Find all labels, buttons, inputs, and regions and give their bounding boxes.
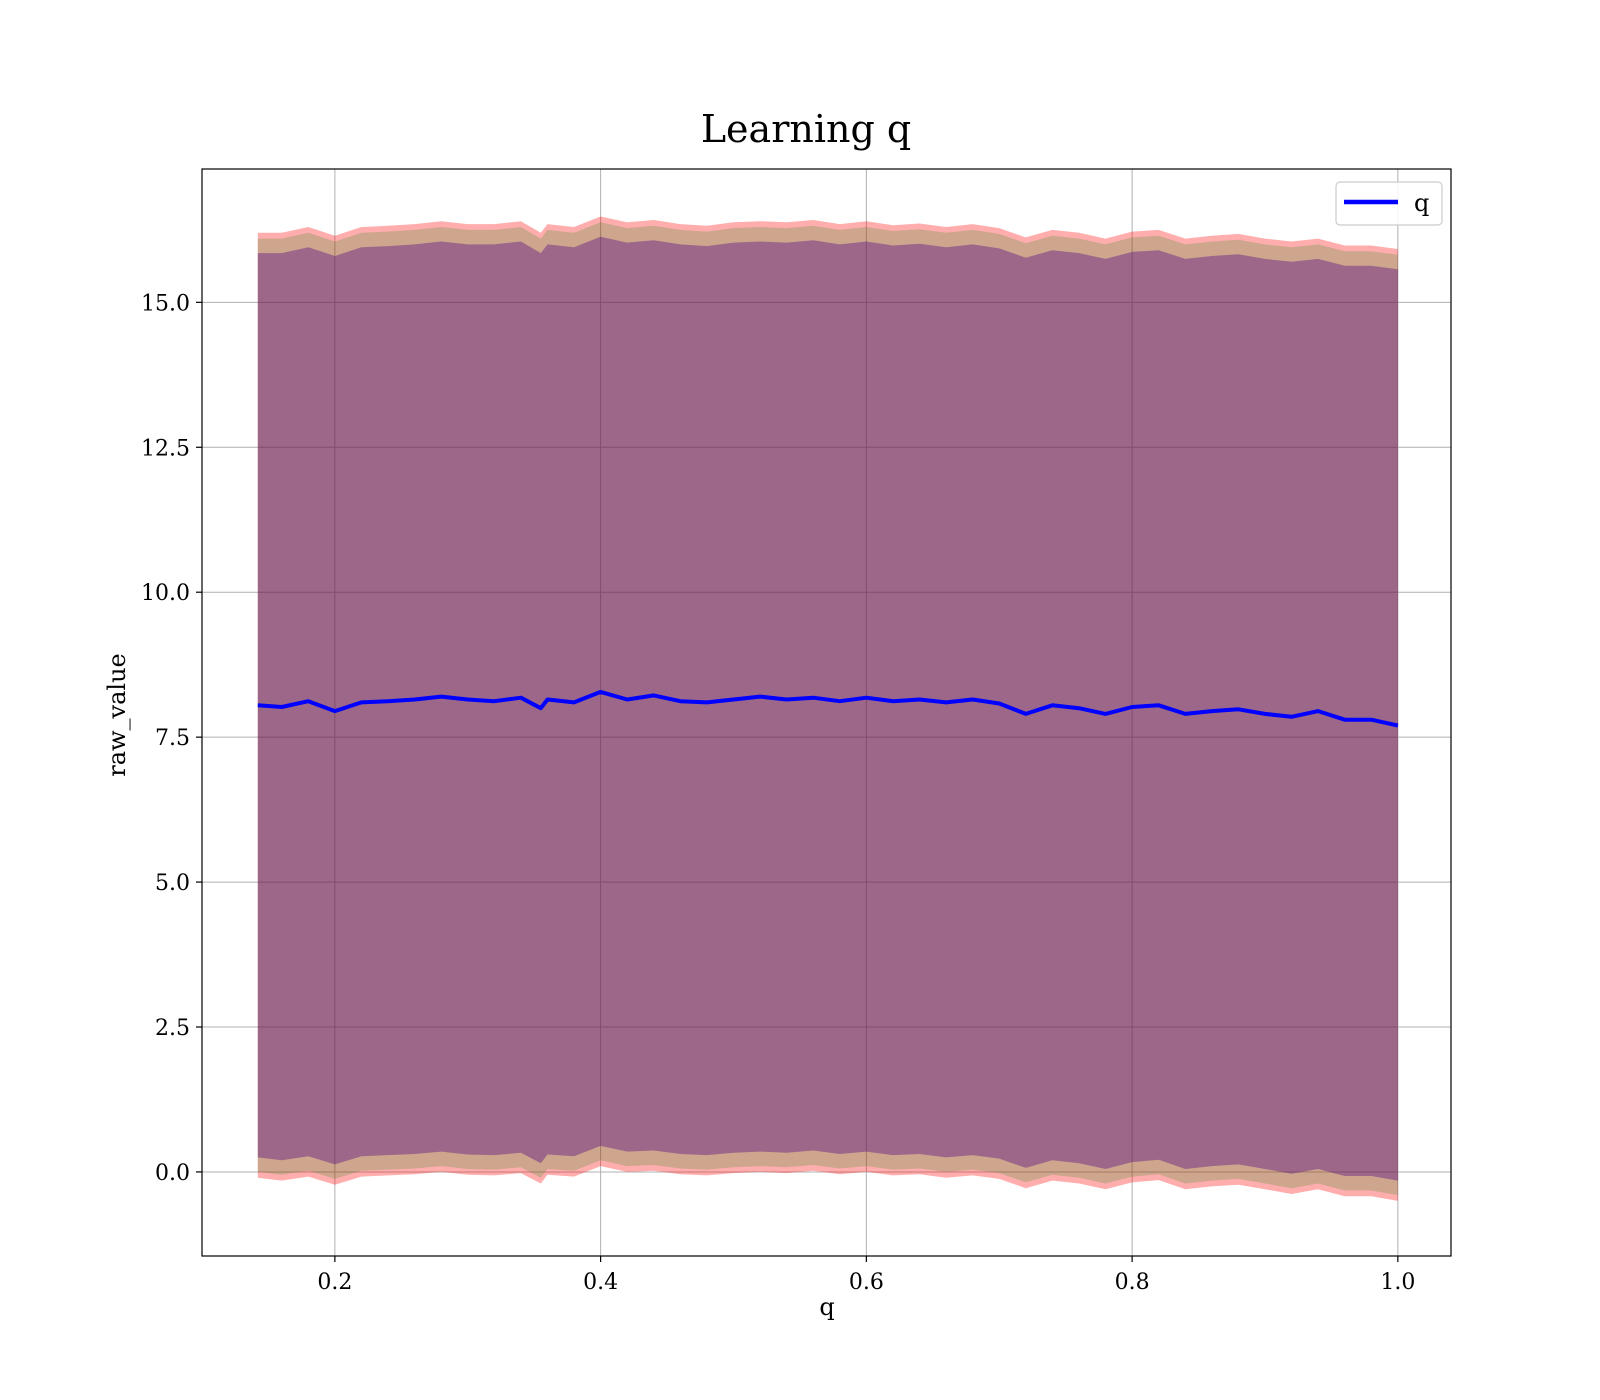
- x-tick-label: 0.8: [1115, 1270, 1150, 1295]
- grid: [202, 169, 1451, 1256]
- x-tick-label: 1.0: [1380, 1270, 1415, 1295]
- plot-area: [201, 168, 1452, 1257]
- series-lines: [257, 689, 1399, 728]
- y-tick-label: 10.0: [141, 581, 190, 606]
- y-axis-label: raw_value: [103, 653, 131, 777]
- series-line-q: [257, 689, 1399, 728]
- confidence-band-2: [257, 236, 1398, 1181]
- legend-label-q: q: [1414, 189, 1429, 217]
- y-tick-label: 0.0: [155, 1161, 190, 1186]
- y-axis-ticks: 0.0 2.5 5.0 7.5 10.0 12.5 15.0: [141, 291, 202, 1186]
- legend: q: [1335, 181, 1443, 226]
- plot-frame: [201, 168, 1452, 1257]
- x-tick-label: 0.4: [583, 1270, 618, 1295]
- y-tick-label: 15.0: [141, 291, 190, 316]
- x-tick-label: 0.2: [317, 1270, 352, 1295]
- confidence-band-0: [257, 216, 1398, 1201]
- x-axis-ticks: 0.2 0.4 0.6 0.8 1.0: [317, 1256, 1415, 1295]
- plot-background: [202, 169, 1451, 1256]
- confidence-band-1: [257, 222, 1398, 1196]
- confidence-bands: [257, 216, 1398, 1201]
- y-tick-label: 5.0: [155, 871, 190, 896]
- x-tick-label: 0.6: [849, 1270, 884, 1295]
- y-tick-label: 7.5: [155, 726, 190, 751]
- y-tick-label: 12.5: [141, 436, 190, 461]
- chart-title: Learning q: [701, 107, 911, 151]
- x-axis-label: q: [819, 1293, 834, 1321]
- y-tick-label: 2.5: [155, 1016, 190, 1041]
